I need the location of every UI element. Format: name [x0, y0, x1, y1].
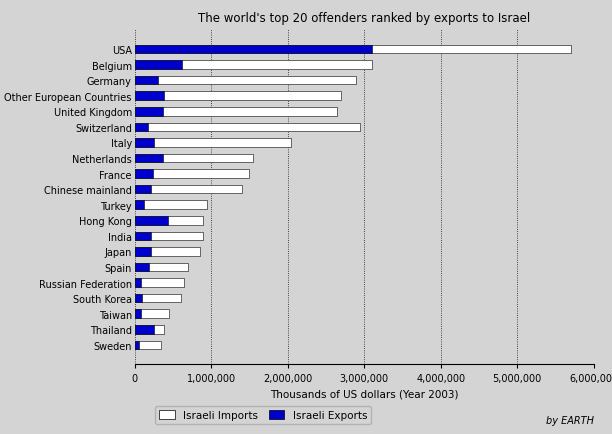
Bar: [135, 108, 163, 116]
Bar: [135, 61, 182, 69]
Bar: [135, 201, 207, 210]
Bar: [135, 155, 253, 163]
Bar: [135, 310, 141, 318]
Bar: [135, 155, 163, 163]
Bar: [135, 46, 571, 54]
Bar: [135, 326, 164, 334]
Bar: [135, 217, 203, 225]
Bar: [135, 123, 360, 132]
Bar: [135, 217, 168, 225]
Bar: [135, 263, 149, 272]
Bar: [135, 61, 372, 69]
Bar: [135, 247, 200, 256]
Bar: [135, 232, 203, 240]
Bar: [135, 108, 337, 116]
Bar: [135, 139, 154, 148]
Bar: [135, 139, 291, 148]
Bar: [135, 247, 152, 256]
Bar: [135, 279, 184, 287]
X-axis label: Thousands of US dollars (Year 2003): Thousands of US dollars (Year 2003): [270, 389, 458, 399]
Text: by EARTH: by EARTH: [546, 415, 594, 425]
Bar: [135, 263, 188, 272]
Bar: [135, 92, 341, 101]
Legend: Israeli Imports, Israeli Exports: Israeli Imports, Israeli Exports: [155, 406, 371, 424]
Bar: [135, 341, 162, 349]
Bar: [135, 294, 181, 303]
Bar: [135, 326, 154, 334]
Bar: [135, 185, 152, 194]
Bar: [135, 46, 372, 54]
Bar: [135, 77, 158, 85]
Bar: [135, 279, 141, 287]
Bar: [135, 294, 141, 303]
Bar: [135, 232, 152, 240]
Bar: [135, 170, 250, 178]
Bar: [135, 92, 164, 101]
Bar: [135, 123, 147, 132]
Bar: [135, 170, 153, 178]
Title: The world's top 20 offenders ranked by exports to Israel: The world's top 20 offenders ranked by e…: [198, 12, 530, 25]
Bar: [135, 201, 144, 210]
Bar: [135, 341, 140, 349]
Bar: [135, 310, 169, 318]
Bar: [135, 77, 356, 85]
Bar: [135, 185, 242, 194]
